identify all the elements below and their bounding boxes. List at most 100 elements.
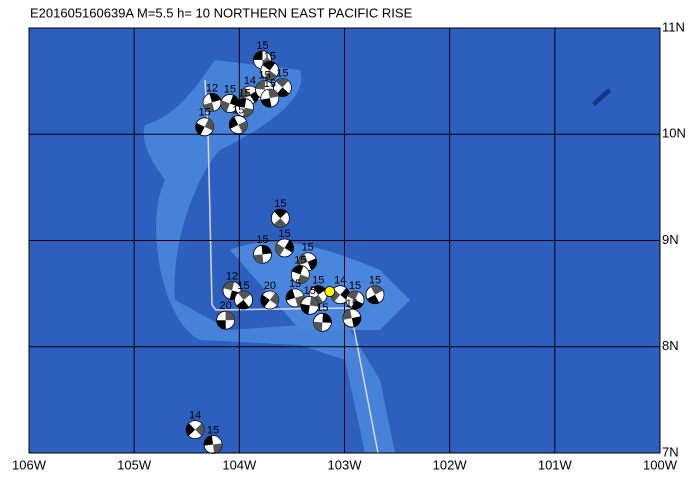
map-frame <box>28 27 661 454</box>
depth-label: 15 <box>304 285 316 297</box>
depth-label: 15 <box>256 234 268 246</box>
beachball-quadrant <box>313 321 323 332</box>
beachball-quadrant <box>240 87 250 100</box>
focal-mechanism <box>270 208 290 228</box>
focal-mechanism <box>313 312 332 332</box>
beachball-quadrant <box>367 294 380 304</box>
focal-mechanism <box>260 61 280 80</box>
beachball-quadrant <box>370 285 383 295</box>
focal-mechanism <box>260 290 280 310</box>
beachball-quadrant <box>261 245 272 255</box>
beachball-quadrant <box>262 61 276 71</box>
beachball-quadrant <box>223 281 235 291</box>
focal-mechanism <box>273 78 292 97</box>
lon-tick-label: 101W <box>538 457 573 472</box>
lon-tick-label: 104W <box>222 457 257 472</box>
depth-label: 15 <box>349 280 361 292</box>
focal-mechanism <box>216 310 236 330</box>
lat-tick-label: 9N <box>662 232 679 247</box>
lon-tick-label: 102W <box>433 457 468 472</box>
beachball-quadrant <box>342 309 352 320</box>
lon-tick-label: 100W <box>643 457 678 472</box>
depth-label: 12 <box>226 270 238 282</box>
depth-label: 15 <box>258 70 270 82</box>
beachball-quadrant <box>255 80 266 90</box>
depth-label: 15 <box>312 275 324 287</box>
focal-mechanism <box>365 285 385 305</box>
beachball-quadrant <box>225 311 235 321</box>
beachball-quadrant <box>351 316 361 327</box>
depth-label: 15 <box>207 424 219 436</box>
focal-mechanism <box>195 117 215 137</box>
beachball-quadrant <box>284 240 294 253</box>
beachball-quadrant <box>220 100 230 112</box>
map-title: E201605160639A M=5.5 h= 10 NORTHERN EAST… <box>30 5 413 20</box>
lat-tick-label: 7N <box>662 444 679 459</box>
depth-label: 15 <box>346 298 358 310</box>
beachball-quadrant <box>229 116 239 129</box>
beachball-quadrant <box>313 285 326 295</box>
focal-mechanism <box>290 265 310 284</box>
beachball-quadrant <box>236 300 250 310</box>
beachball-quadrant <box>238 120 248 133</box>
beachball-quadrant <box>253 254 264 264</box>
beachball-quadrant <box>204 118 214 131</box>
beachball-quadrant <box>309 296 319 307</box>
depth-label: 15 <box>274 198 286 210</box>
depth-label: 15 <box>278 228 290 240</box>
focal-mechanism <box>345 290 365 310</box>
depth-label: 15 <box>302 242 314 254</box>
depth-label: 15 <box>276 67 288 79</box>
depth-label: 14 <box>189 410 201 422</box>
focal-mechanism <box>235 98 254 118</box>
beachball-quadrant <box>307 258 317 271</box>
beachball-quadrant <box>297 274 309 284</box>
focal-mechanism <box>342 308 362 328</box>
depth-label: 15 <box>316 302 328 314</box>
beachball-quadrant <box>291 265 304 275</box>
depth-label: 15 <box>256 40 268 52</box>
lat-tick-label: 10N <box>662 126 686 141</box>
beachball-quadrant <box>276 87 290 97</box>
beachball-quadrant <box>264 70 277 80</box>
depth-label: 15 <box>224 83 236 95</box>
beachball-quadrant <box>213 443 223 454</box>
focal-mechanism <box>275 238 294 258</box>
beachball-quadrant <box>268 89 279 99</box>
depth-label: 20 <box>264 280 276 292</box>
lon-tick-label: 105W <box>117 457 152 472</box>
beachball-quadrant <box>286 289 296 301</box>
ridge-shallows <box>143 60 395 453</box>
beachball-quadrant <box>300 303 310 315</box>
focal-mechanism <box>185 420 205 440</box>
lon-tick-label: 103W <box>328 457 363 472</box>
depth-label: 15 <box>199 107 211 119</box>
depth-label: 15 <box>238 88 250 100</box>
beachball-quadrant <box>260 294 270 308</box>
beachball-quadrant <box>238 291 251 300</box>
depth-label: 15 <box>369 275 381 287</box>
beachball-quadrant <box>322 313 332 323</box>
beachball-quadrant <box>216 320 226 330</box>
focal-mechanism <box>203 435 223 454</box>
beachball-quadrant <box>186 423 196 436</box>
seamount <box>592 88 611 106</box>
focal-mechanism <box>253 244 272 264</box>
beachball-quadrant <box>209 93 221 103</box>
depth-label: 15 <box>232 105 244 117</box>
beachball-quadrant <box>274 209 287 219</box>
focal-mechanism <box>260 88 280 108</box>
beachball-quadrant <box>253 50 263 60</box>
depth-label: 15 <box>264 78 276 90</box>
focal-mechanism <box>300 295 320 315</box>
beachball-quadrant <box>235 98 247 108</box>
beachball-quadrant <box>275 78 289 88</box>
beachball-quadrant <box>298 253 308 266</box>
depth-label: 15 <box>289 278 301 290</box>
beachball-quadrant <box>195 423 205 437</box>
beachball-quadrant <box>351 300 364 310</box>
lat-tick-label: 11N <box>662 19 685 34</box>
lat-tick-label: 8N <box>662 338 679 353</box>
beachball-quadrant <box>204 435 214 446</box>
